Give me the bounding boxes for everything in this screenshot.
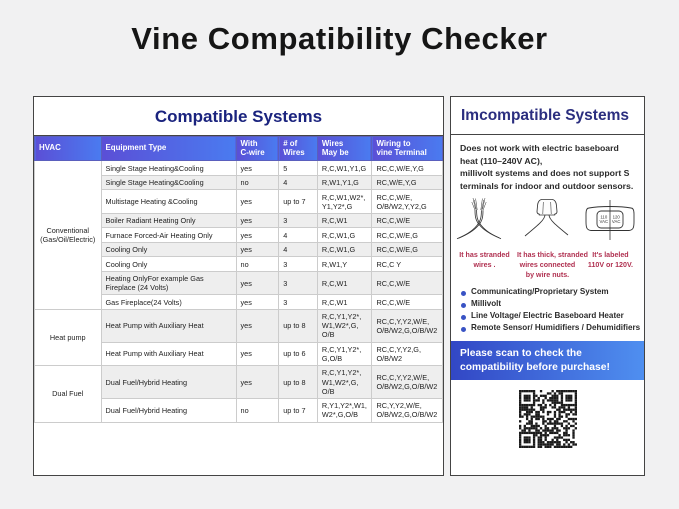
svg-text:VAC: VAC (600, 219, 609, 224)
svg-text:VAC: VAC (612, 219, 621, 224)
